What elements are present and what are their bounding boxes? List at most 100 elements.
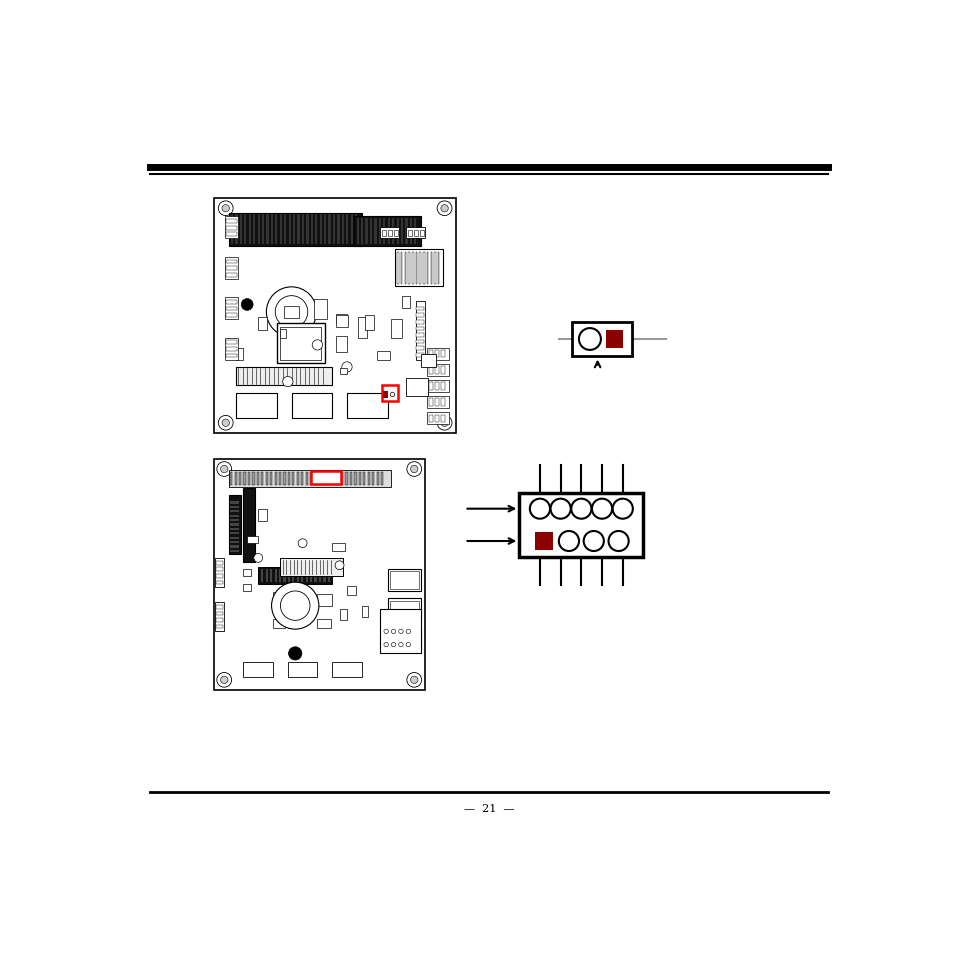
- Bar: [332, 473, 335, 486]
- Bar: [319, 214, 321, 245]
- Bar: [383, 218, 385, 245]
- Bar: [215, 558, 224, 588]
- Bar: [380, 610, 420, 654]
- Circle shape: [583, 532, 603, 552]
- Bar: [416, 334, 423, 337]
- Bar: [243, 489, 255, 562]
- Circle shape: [592, 499, 612, 519]
- Circle shape: [282, 377, 293, 387]
- Bar: [372, 473, 374, 486]
- Bar: [278, 569, 281, 582]
- Bar: [243, 584, 251, 591]
- Bar: [347, 586, 355, 595]
- Bar: [226, 220, 236, 224]
- Bar: [333, 214, 335, 245]
- Bar: [235, 214, 237, 245]
- Bar: [225, 257, 238, 279]
- Bar: [284, 214, 286, 245]
- Bar: [396, 253, 398, 285]
- Bar: [380, 473, 383, 486]
- Bar: [376, 352, 390, 360]
- Bar: [311, 472, 341, 485]
- Bar: [416, 308, 423, 311]
- Bar: [416, 301, 424, 360]
- Circle shape: [335, 561, 344, 570]
- Circle shape: [440, 205, 448, 213]
- Circle shape: [529, 499, 550, 519]
- Bar: [380, 228, 398, 239]
- Bar: [266, 214, 269, 245]
- Bar: [258, 568, 332, 584]
- Bar: [391, 320, 401, 338]
- Circle shape: [222, 205, 229, 213]
- Bar: [405, 218, 407, 245]
- Circle shape: [406, 673, 421, 687]
- Bar: [276, 323, 324, 364]
- Bar: [274, 473, 276, 486]
- Circle shape: [218, 202, 233, 216]
- Bar: [314, 473, 316, 486]
- Bar: [335, 315, 347, 327]
- Bar: [332, 662, 361, 678]
- Bar: [416, 354, 423, 357]
- Bar: [256, 473, 258, 486]
- Bar: [328, 214, 331, 245]
- Bar: [408, 253, 410, 285]
- Bar: [288, 473, 290, 486]
- Bar: [396, 218, 398, 245]
- Bar: [271, 214, 273, 245]
- Circle shape: [406, 642, 410, 647]
- Bar: [213, 199, 456, 434]
- Bar: [440, 416, 444, 422]
- Bar: [365, 218, 367, 245]
- Bar: [317, 595, 332, 606]
- Bar: [230, 524, 239, 526]
- Bar: [400, 253, 402, 285]
- Bar: [216, 605, 223, 609]
- Bar: [360, 218, 363, 245]
- Bar: [414, 231, 417, 237]
- Circle shape: [275, 296, 308, 329]
- Bar: [230, 537, 239, 539]
- Bar: [216, 575, 223, 578]
- Bar: [230, 546, 239, 548]
- Bar: [288, 214, 291, 245]
- Bar: [317, 619, 331, 628]
- Bar: [535, 533, 553, 550]
- Bar: [435, 367, 438, 375]
- Bar: [367, 473, 370, 486]
- Circle shape: [398, 642, 403, 647]
- Bar: [230, 473, 233, 486]
- Bar: [440, 367, 444, 375]
- Bar: [248, 473, 250, 486]
- Bar: [274, 569, 276, 582]
- Bar: [280, 558, 343, 577]
- Bar: [230, 511, 239, 513]
- Bar: [347, 394, 387, 419]
- Circle shape: [383, 630, 388, 634]
- Circle shape: [266, 288, 316, 337]
- Bar: [225, 217, 238, 239]
- Bar: [426, 365, 449, 376]
- Circle shape: [222, 419, 229, 427]
- Bar: [258, 317, 267, 331]
- Bar: [226, 267, 236, 271]
- Bar: [225, 338, 238, 360]
- Circle shape: [406, 462, 421, 476]
- Bar: [296, 569, 298, 582]
- Bar: [437, 253, 439, 285]
- Bar: [216, 618, 223, 622]
- Bar: [253, 214, 255, 245]
- Bar: [293, 214, 294, 245]
- Circle shape: [578, 329, 600, 351]
- Bar: [394, 231, 397, 237]
- Bar: [335, 336, 347, 353]
- Bar: [387, 598, 420, 620]
- Bar: [404, 253, 406, 285]
- Bar: [226, 274, 236, 277]
- Bar: [243, 473, 246, 486]
- Bar: [258, 510, 267, 521]
- Bar: [310, 569, 312, 582]
- Circle shape: [406, 630, 410, 634]
- Bar: [318, 473, 321, 486]
